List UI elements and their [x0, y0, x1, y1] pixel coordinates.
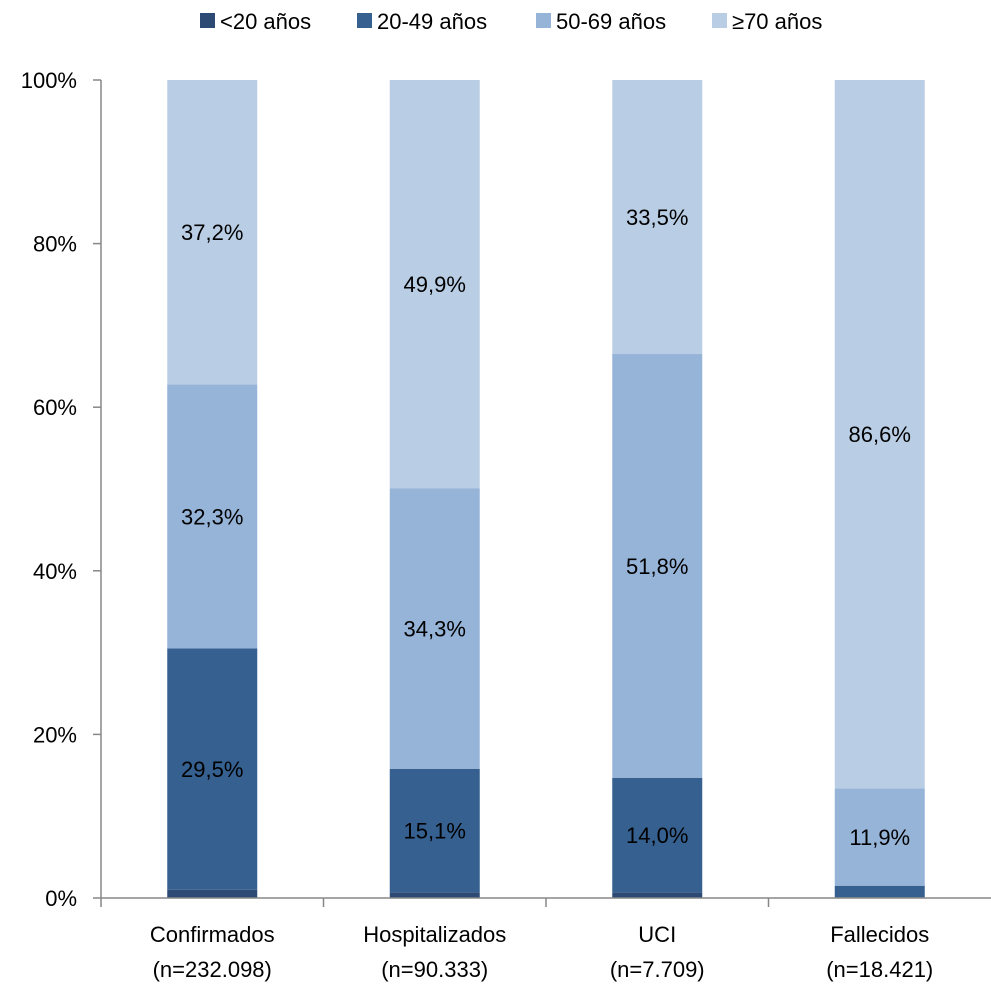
bar-segment [612, 80, 703, 355]
bar-segment [612, 892, 703, 898]
legend-label: 20-49 años [377, 9, 487, 34]
category-label: UCI [638, 922, 676, 947]
bars [167, 80, 925, 898]
legend-swatch [357, 13, 372, 28]
y-tick-label: 0% [45, 886, 77, 911]
bar-segment [834, 885, 925, 898]
axes: Confirmados (n=232.098) Hospitalizados (n=9… [21, 68, 991, 982]
bar-segment [389, 80, 480, 489]
data-label: 33,5% [626, 205, 688, 230]
data-label: 51,8% [626, 554, 688, 579]
y-tick-label: 20% [33, 722, 77, 747]
bar-segment [612, 354, 703, 778]
legend-swatch [712, 13, 727, 28]
data-label: 15,1% [404, 819, 466, 844]
category-label: (n=18.421) [826, 957, 933, 982]
legend-label: ≥70 años [732, 9, 822, 34]
bar-segment [389, 488, 480, 769]
data-labels: 29,5% 32,3% 37,2% 15,1% 34,3% 49,9% 14,0% 51,8%… [181, 205, 911, 850]
category-label: (n=90.333) [381, 957, 488, 982]
legend-swatch [200, 13, 215, 28]
data-label: 11,9% [849, 825, 910, 850]
category-label: Confirmados [150, 922, 275, 947]
bar-segment [389, 892, 480, 898]
bar-segment [834, 788, 925, 886]
bar-segment [834, 80, 925, 789]
category-label: (n=7.709) [610, 957, 705, 982]
y-tick-label: 100% [21, 68, 77, 93]
data-label: 37,2% [181, 220, 243, 245]
data-label: 32,3% [181, 504, 243, 529]
bar-segment [167, 80, 258, 385]
category-label: (n=232.098) [153, 957, 272, 982]
data-label: 14,0% [626, 823, 688, 848]
data-label: 29,5% [181, 757, 243, 782]
y-tick-label: 80% [33, 232, 77, 257]
category-label: Hospitalizados [363, 922, 506, 947]
legend-label: <20 años [220, 9, 311, 34]
data-label: 49,9% [404, 272, 466, 297]
y-tick-label: 40% [33, 559, 77, 584]
legend-swatch [536, 13, 551, 28]
bar-segment [612, 777, 703, 893]
data-label: 34,3% [404, 616, 466, 641]
bar-segment [167, 648, 258, 890]
legend-label: 50-69 años [556, 9, 666, 34]
category-label: Fallecidos [830, 922, 929, 947]
y-tick-label: 60% [33, 395, 77, 420]
bar-segment [389, 768, 480, 893]
bar-segment [167, 889, 258, 898]
legend: <20 años 20-49 años 50-69 años ≥70 años [200, 9, 822, 34]
bar-segment [167, 384, 258, 649]
data-label: 86,6% [849, 422, 911, 447]
